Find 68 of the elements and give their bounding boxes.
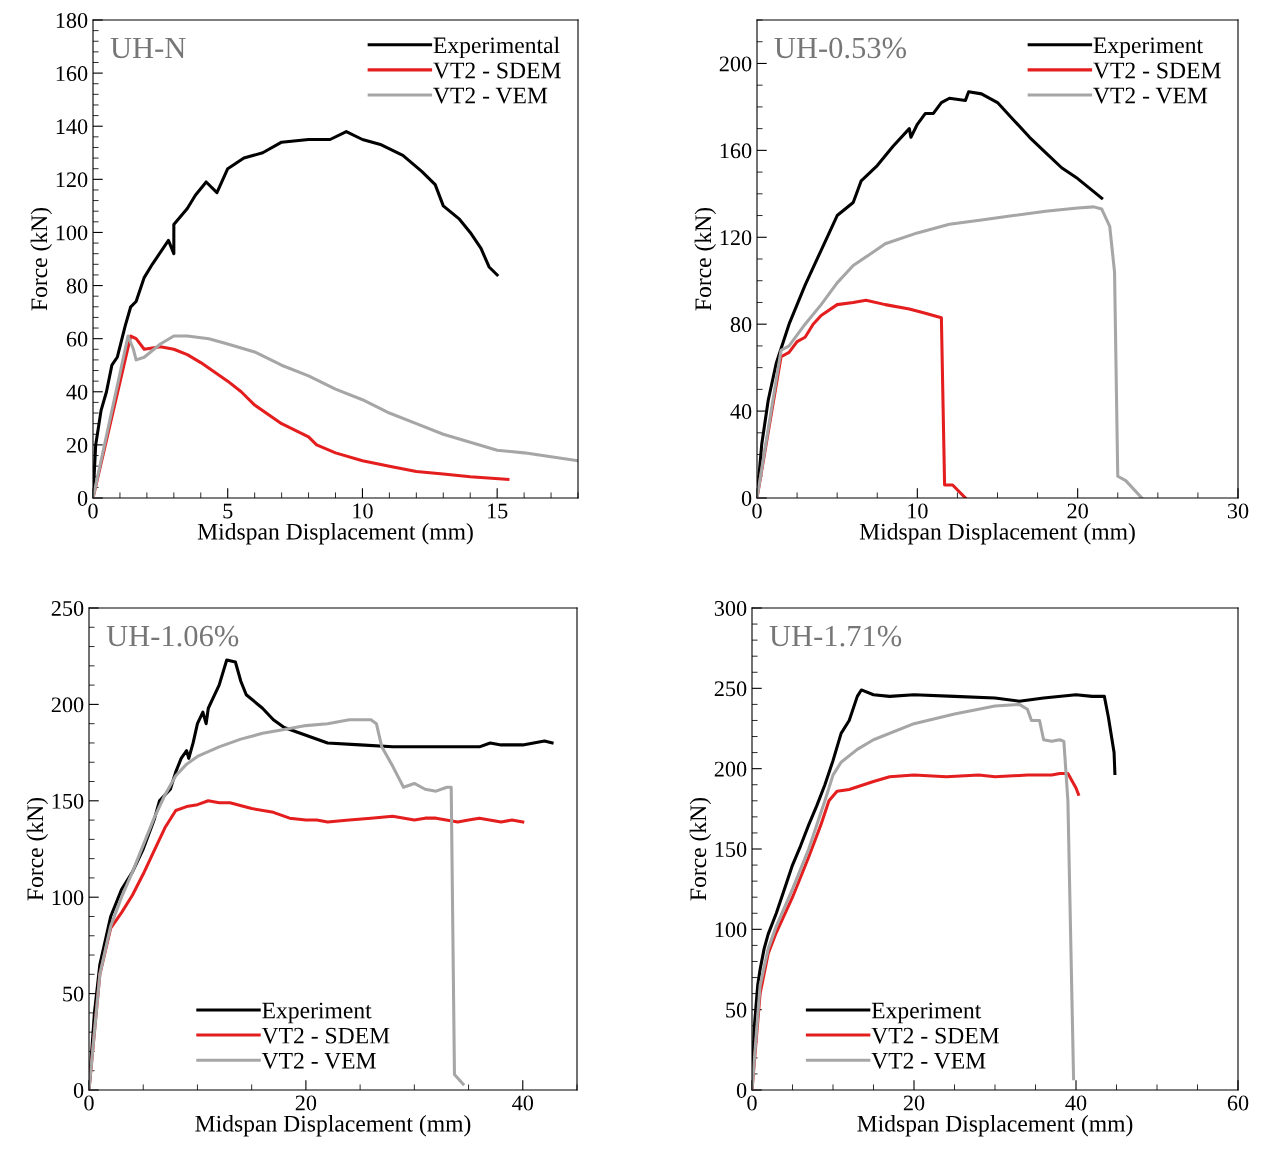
y-tick-label: 40	[730, 404, 752, 420]
y-axis-title: Force (kN)	[689, 797, 712, 901]
y-axis-title: Force (kN)	[694, 207, 717, 311]
y-tick-label: 40	[66, 384, 88, 400]
x-tick-label: 20	[1067, 503, 1088, 519]
y-tick-label: 100	[715, 922, 747, 938]
x-axis-title: Midspan Displacement (mm)	[197, 523, 473, 545]
y-tick-label: 0	[741, 490, 752, 506]
legend-label: VT2 - VEM	[871, 1052, 986, 1069]
legend-label: Experiment	[1093, 37, 1203, 59]
y-tick-label: 250	[714, 681, 747, 697]
y-tick-label: 60	[66, 331, 88, 347]
y-tick-label: 50	[63, 986, 84, 1002]
x-tick-label: 40	[512, 1095, 534, 1111]
y-tick-label: 140	[56, 119, 88, 135]
legend-label: Experimental	[433, 36, 560, 59]
legend-label: VT2 - SDEM	[433, 62, 561, 79]
y-tick-label: 0	[73, 1082, 84, 1098]
y-tick-label: 250	[51, 600, 84, 616]
y-tick-label: 200	[51, 697, 84, 713]
x-axis-title: Midspan Displacement (mm)	[857, 1115, 1133, 1137]
legend-label: VT2 - SDEM	[1093, 62, 1221, 79]
legend-label: Experiment	[871, 1002, 982, 1024]
chart-title: UH-0.53%	[774, 37, 907, 59]
x-tick-label: 15	[488, 503, 508, 519]
y-tick-label: 0	[77, 490, 88, 506]
y-axis-title: Force (kN)	[26, 797, 49, 901]
line-series	[89, 718, 465, 1090]
y-tick-label: 50	[726, 1002, 747, 1018]
y-tick-label: 80	[730, 317, 752, 333]
x-tick-label: 60	[1227, 1095, 1249, 1111]
chart-title: UH-N	[110, 37, 186, 59]
y-tick-label: 300	[714, 600, 747, 616]
y-tick-label: 0	[736, 1082, 747, 1098]
legend-label: Experiment	[262, 1002, 372, 1024]
legend-label: VT2 - VEM	[261, 1052, 376, 1069]
x-tick-label: 10	[353, 503, 373, 519]
x-tick-label: 20	[903, 1095, 925, 1111]
legend-label: VT2 - VEM	[433, 87, 548, 104]
chart-title: UH-1.06%	[106, 625, 239, 647]
y-tick-label: 200	[714, 761, 747, 777]
legend-label: VT2 - SDEM	[261, 1027, 390, 1044]
y-tick-label: 100	[56, 225, 88, 241]
chart-title: UH-1.71%	[769, 625, 902, 647]
y-axis-title: Force (kN)	[30, 207, 53, 311]
x-tick-label: 20	[295, 1095, 317, 1111]
y-tick-label: 120	[720, 230, 752, 246]
y-tick-label: 20	[66, 437, 88, 453]
x-tick-label: 10	[908, 503, 928, 519]
y-tick-label: 150	[52, 793, 84, 809]
x-tick-label: 30	[1227, 503, 1249, 519]
legend-label: VT2 - SDEM	[871, 1027, 1000, 1044]
legend-label: VT2 - VEM	[1093, 87, 1208, 104]
x-tick-label: 0	[752, 503, 762, 519]
y-tick-label: 120	[56, 172, 88, 188]
y-tick-label: 150	[715, 841, 747, 857]
x-tick-label: 40	[1065, 1095, 1087, 1111]
x-tick-label: 0	[88, 503, 98, 519]
y-tick-label: 160	[720, 143, 752, 159]
y-tick-label: 100	[52, 890, 84, 906]
y-tick-label: 160	[56, 66, 88, 82]
line-series	[757, 205, 1144, 498]
x-tick-label: 5	[223, 503, 233, 519]
y-tick-label: 200	[719, 56, 752, 72]
y-tick-label: 80	[66, 278, 88, 294]
x-axis-title: Midspan Displacement (mm)	[195, 1115, 471, 1137]
x-axis-title: Midspan Displacement (mm)	[859, 523, 1135, 545]
y-tick-label: 180	[56, 12, 88, 28]
